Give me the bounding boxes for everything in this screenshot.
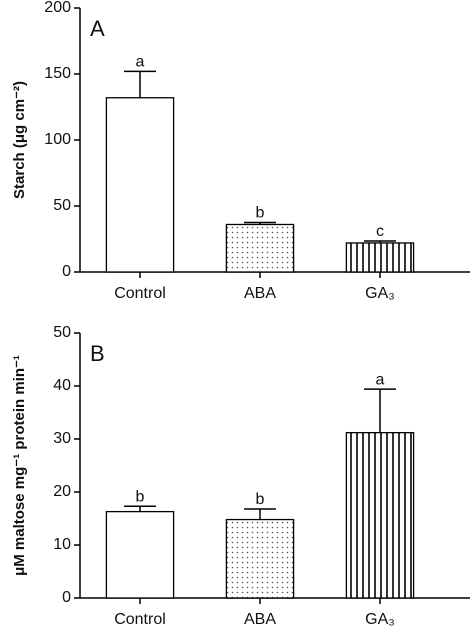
significance-letter: b <box>256 205 265 222</box>
bar <box>345 431 415 599</box>
y-axis-label: μM maltose mg⁻¹ protein min⁻¹ <box>11 355 28 576</box>
bar <box>105 510 175 599</box>
x-tick-label: GA₃ <box>365 285 395 302</box>
y-tick-label: 30 <box>53 430 71 447</box>
panel-label: B <box>90 341 105 366</box>
y-tick-label: 0 <box>62 589 71 606</box>
bar <box>225 518 295 599</box>
y-tick-label: 20 <box>53 483 71 500</box>
significance-letter: b <box>256 491 265 508</box>
x-tick-label: ABA <box>244 611 276 628</box>
y-tick-label: 50 <box>53 324 71 341</box>
y-tick-label: 200 <box>44 0 71 16</box>
x-tick-label: Control <box>114 285 166 302</box>
significance-letter: c <box>376 223 384 240</box>
y-tick-label: 50 <box>53 197 71 214</box>
significance-letter: a <box>136 54 145 71</box>
y-tick-label: 40 <box>53 377 71 394</box>
y-axis-label: Starch (μg cm⁻²) <box>11 81 28 199</box>
x-tick-label: ABA <box>244 285 276 302</box>
x-tick-label: Control <box>114 611 166 628</box>
y-tick-label: 10 <box>53 536 71 553</box>
significance-letter: b <box>136 489 145 506</box>
y-tick-label: 150 <box>44 65 71 82</box>
x-tick-label: GA₃ <box>365 611 395 628</box>
y-tick-label: 0 <box>62 263 71 280</box>
significance-letter: a <box>376 371 385 388</box>
bar <box>105 97 175 273</box>
bar <box>345 242 415 273</box>
bar <box>225 223 295 273</box>
panel-label: A <box>90 16 105 41</box>
y-tick-label: 100 <box>44 131 71 148</box>
